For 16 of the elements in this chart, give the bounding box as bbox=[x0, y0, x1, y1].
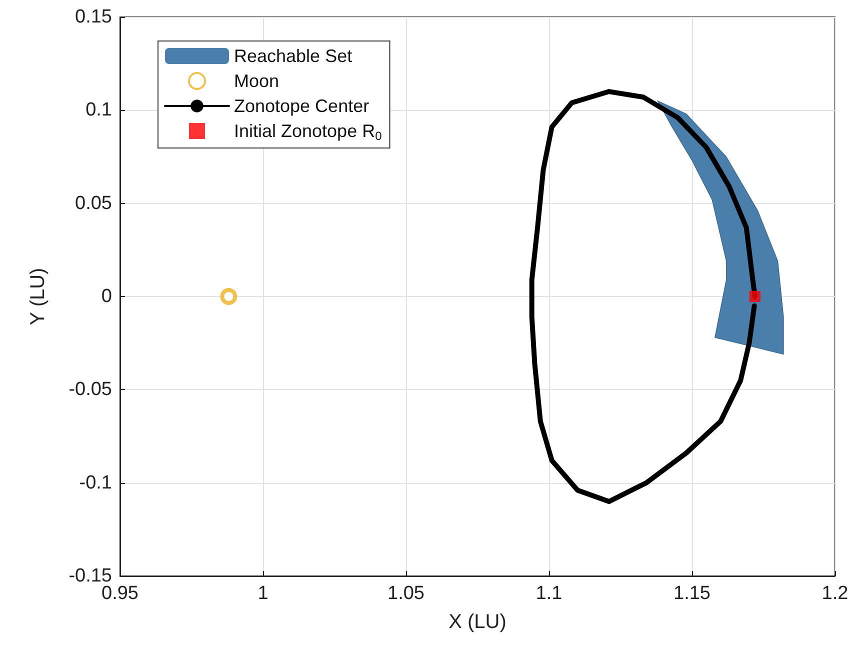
legend-label: Zonotope Center bbox=[234, 96, 370, 116]
y-tick-label: 0.05 bbox=[75, 192, 112, 214]
y-tick-label: -0.05 bbox=[68, 379, 112, 400]
y-tick-label: -0.1 bbox=[79, 472, 112, 494]
x-tick-label: 1.05 bbox=[388, 583, 424, 604]
y-tick-label: 0.1 bbox=[86, 100, 112, 121]
y-tick-label: 0.15 bbox=[75, 6, 112, 28]
legend-label: Reachable Set bbox=[234, 46, 352, 66]
x-tick-label: 1.15 bbox=[674, 583, 710, 604]
x-tick-label: 1 bbox=[258, 583, 268, 604]
x-axis-title: X (LU) bbox=[448, 611, 506, 633]
legend-label: Moon bbox=[234, 71, 280, 91]
y-tick-label: 0 bbox=[101, 286, 112, 307]
x-tick-label: 1.2 bbox=[822, 583, 848, 604]
x-tick-label: 1.1 bbox=[536, 583, 562, 604]
y-axis-title: Y (LU) bbox=[27, 268, 49, 326]
